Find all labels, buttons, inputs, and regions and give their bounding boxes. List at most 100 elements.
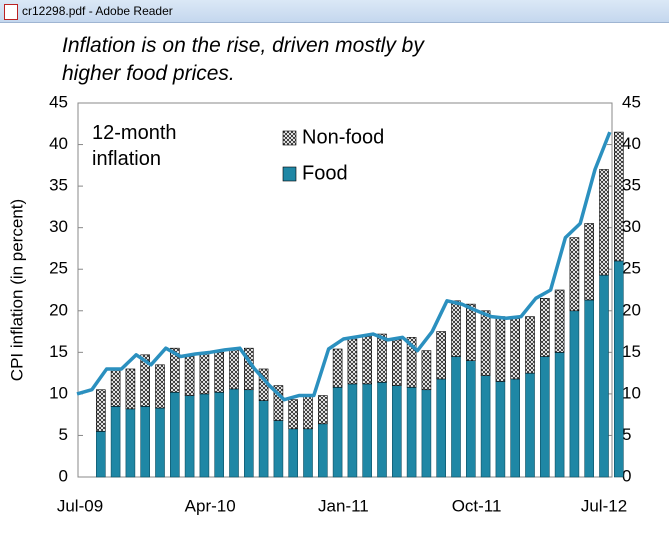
food-bar bbox=[406, 386, 417, 478]
non-food-bar bbox=[125, 368, 136, 410]
y2-tick-label: 20 bbox=[622, 300, 641, 319]
non-food-bar bbox=[303, 395, 313, 430]
food-bar bbox=[421, 389, 432, 478]
food-bar bbox=[362, 383, 373, 478]
food-bar bbox=[288, 428, 299, 478]
non-food-bar bbox=[377, 333, 387, 383]
food-bar bbox=[229, 388, 239, 478]
food-bar bbox=[303, 428, 313, 478]
non-food-bar bbox=[451, 300, 461, 357]
app-icon bbox=[4, 4, 18, 20]
x-tick-label: Jul-09 bbox=[57, 496, 103, 515]
food-bar bbox=[569, 310, 580, 478]
food-bar bbox=[391, 385, 402, 478]
chart-title: Inflation is on the rise, driven mostly … bbox=[62, 34, 424, 85]
non-food-bar bbox=[465, 303, 476, 361]
food-bar bbox=[377, 381, 387, 478]
non-food-bar bbox=[288, 399, 299, 430]
food-bar bbox=[495, 381, 506, 478]
non-food-bar bbox=[584, 223, 595, 301]
food-bar bbox=[465, 360, 476, 478]
food-bar bbox=[140, 406, 150, 478]
y-tick-label: 25 bbox=[49, 259, 68, 278]
total-line bbox=[76, 131, 612, 402]
plot-frame bbox=[77, 102, 613, 478]
y2-tick-label: 35 bbox=[622, 176, 641, 195]
food-bar bbox=[214, 391, 224, 478]
food-bar bbox=[317, 423, 328, 478]
non-food-bar bbox=[436, 331, 447, 380]
food-bar bbox=[436, 378, 447, 478]
food-bar bbox=[554, 352, 565, 478]
non-food-bar bbox=[140, 354, 150, 407]
y2-tick-label: 15 bbox=[622, 342, 641, 361]
food-bar bbox=[96, 430, 106, 478]
y-tick-label: 40 bbox=[49, 134, 68, 153]
food-bar bbox=[110, 406, 121, 478]
non-food-bar bbox=[421, 350, 432, 391]
y2-tick-label: 40 bbox=[622, 134, 641, 153]
food-bar bbox=[451, 356, 461, 478]
non-food-bar bbox=[613, 131, 624, 262]
non-food-bar bbox=[539, 298, 550, 357]
y2-tick-label: 0 bbox=[622, 466, 631, 485]
food-bar bbox=[584, 299, 595, 478]
legend-swatch bbox=[282, 130, 297, 146]
y-tick-label: 30 bbox=[49, 217, 68, 236]
non-food-bar bbox=[362, 336, 373, 385]
y2-tick-label: 5 bbox=[622, 425, 631, 444]
non-food-bar bbox=[525, 316, 535, 374]
legend-label: Non-food bbox=[302, 126, 384, 148]
non-food-bar bbox=[155, 364, 165, 409]
non-food-bar bbox=[332, 348, 343, 388]
non-food-bar bbox=[110, 368, 121, 407]
food-bar bbox=[347, 383, 358, 478]
food-bar bbox=[613, 260, 624, 478]
non-food-bar bbox=[273, 385, 284, 421]
non-food-bar bbox=[569, 237, 580, 312]
food-bar bbox=[170, 391, 180, 478]
y-tick-label: 20 bbox=[49, 300, 68, 319]
non-food-bar bbox=[229, 349, 239, 390]
food-bar bbox=[184, 395, 195, 478]
y-tick-label: 0 bbox=[59, 466, 68, 485]
food-bar bbox=[258, 400, 269, 478]
y2-tick-label: 25 bbox=[622, 259, 641, 278]
non-food-bar bbox=[554, 289, 565, 353]
y-tick-label: 10 bbox=[49, 383, 68, 402]
food-bar bbox=[480, 375, 491, 478]
non-food-bar bbox=[391, 339, 402, 386]
y-tick-label: 15 bbox=[49, 342, 68, 361]
y2-tick-label: 30 bbox=[622, 217, 641, 236]
x-tick-label: Oct-11 bbox=[452, 496, 502, 515]
non-food-bar bbox=[170, 347, 180, 393]
y-tick-label: 5 bbox=[59, 425, 68, 444]
food-bar bbox=[525, 372, 535, 478]
food-bar bbox=[273, 420, 284, 478]
legend-swatch bbox=[282, 166, 297, 182]
non-food-bar bbox=[96, 389, 106, 432]
annotation: 12-month inflation bbox=[92, 122, 177, 170]
food-bar bbox=[510, 378, 521, 478]
non-food-bar bbox=[214, 352, 224, 393]
y2-tick-label: 10 bbox=[622, 383, 641, 402]
y-tick-label: 35 bbox=[49, 176, 68, 195]
non-food-bar bbox=[184, 356, 195, 396]
food-bar bbox=[155, 407, 165, 478]
x-tick-label: Jan-11 bbox=[318, 496, 369, 515]
y-tick-label: 45 bbox=[49, 92, 68, 111]
food-bar bbox=[244, 389, 254, 478]
non-food-bar bbox=[495, 316, 506, 382]
food-bar bbox=[332, 386, 343, 478]
window-title: cr12298.pdf - Adobe Reader bbox=[22, 4, 173, 18]
y-axis-label: CPI inflation (in percent) bbox=[7, 199, 26, 381]
legend-label: Food bbox=[302, 162, 348, 184]
x-tick-label: Apr-10 bbox=[185, 496, 236, 515]
window-title-bar: cr12298.pdf - Adobe Reader bbox=[0, 0, 669, 23]
non-food-bar bbox=[347, 338, 358, 385]
non-food-bar bbox=[510, 317, 521, 380]
non-food-bar bbox=[317, 395, 328, 425]
food-bar bbox=[199, 393, 210, 478]
